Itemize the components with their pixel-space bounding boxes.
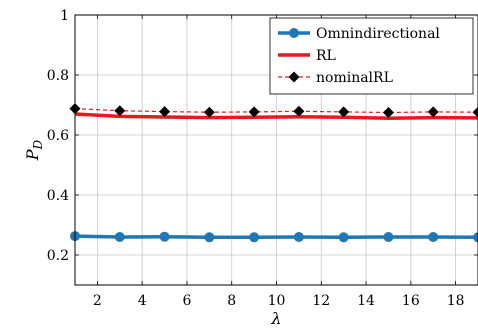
y-tick-label: 0.2 <box>47 248 69 264</box>
data-point <box>114 105 126 117</box>
data-point <box>159 231 170 242</box>
data-point <box>383 232 394 242</box>
data-point <box>338 106 350 118</box>
series-nominalRL <box>69 103 478 118</box>
x-tick-label: 6 <box>182 293 191 309</box>
data-point <box>293 232 304 242</box>
legend-label: nominalRL <box>316 70 393 86</box>
data-point <box>249 232 260 243</box>
series-line <box>74 112 478 120</box>
data-point <box>248 106 260 118</box>
x-tick-label: 16 <box>402 293 420 309</box>
x-tick-label: 2 <box>93 293 102 309</box>
legend-swatch-marker <box>288 71 300 83</box>
legend-label: RL <box>316 48 336 64</box>
series-Omnindirectional <box>70 231 478 243</box>
x-tick-label: 18 <box>447 293 465 309</box>
axis-labels: λ PD <box>23 139 282 328</box>
x-axis-label: λ <box>270 309 281 328</box>
legend-swatch-marker <box>289 28 299 38</box>
data-point <box>159 106 171 118</box>
data-point <box>114 232 125 242</box>
series-RL <box>74 112 478 120</box>
data-point <box>427 106 439 118</box>
legend: Omnindirectional RL nominalRL <box>269 17 474 95</box>
legend-item: RL <box>278 48 336 64</box>
y-axis-label: PD <box>23 139 45 161</box>
data-point <box>338 232 349 243</box>
data-point <box>428 232 439 242</box>
y-tick-label: 0.6 <box>47 128 69 144</box>
axis-ticks: 2 4 6 8 10 12 14 16 18 0.2 0.4 0.6 0.8 1 <box>47 8 478 309</box>
data-point <box>204 232 215 243</box>
x-tick-label: 4 <box>138 293 147 309</box>
series-line <box>74 234 478 240</box>
y-tick-label: 1 <box>60 8 69 24</box>
x-tick-label: 10 <box>268 293 286 309</box>
data-point <box>382 107 394 118</box>
y-axis-label-subscript: D <box>31 139 45 150</box>
y-tick-label: 0.4 <box>47 188 69 204</box>
legend-item: nominalRL <box>278 70 393 86</box>
data-point <box>473 232 478 243</box>
data-point <box>293 105 305 117</box>
legend-item: Omnindirectional <box>278 26 440 42</box>
x-tick-label: 8 <box>227 293 236 309</box>
series-layer <box>69 103 478 243</box>
x-tick-label: 12 <box>312 293 330 309</box>
legend-label: Omnindirectional <box>316 26 440 42</box>
x-tick-label: 14 <box>357 293 375 309</box>
data-point <box>472 106 478 118</box>
y-tick-label: 0.8 <box>47 68 69 84</box>
data-point <box>203 106 215 118</box>
y-axis-label-main: P <box>23 149 42 161</box>
